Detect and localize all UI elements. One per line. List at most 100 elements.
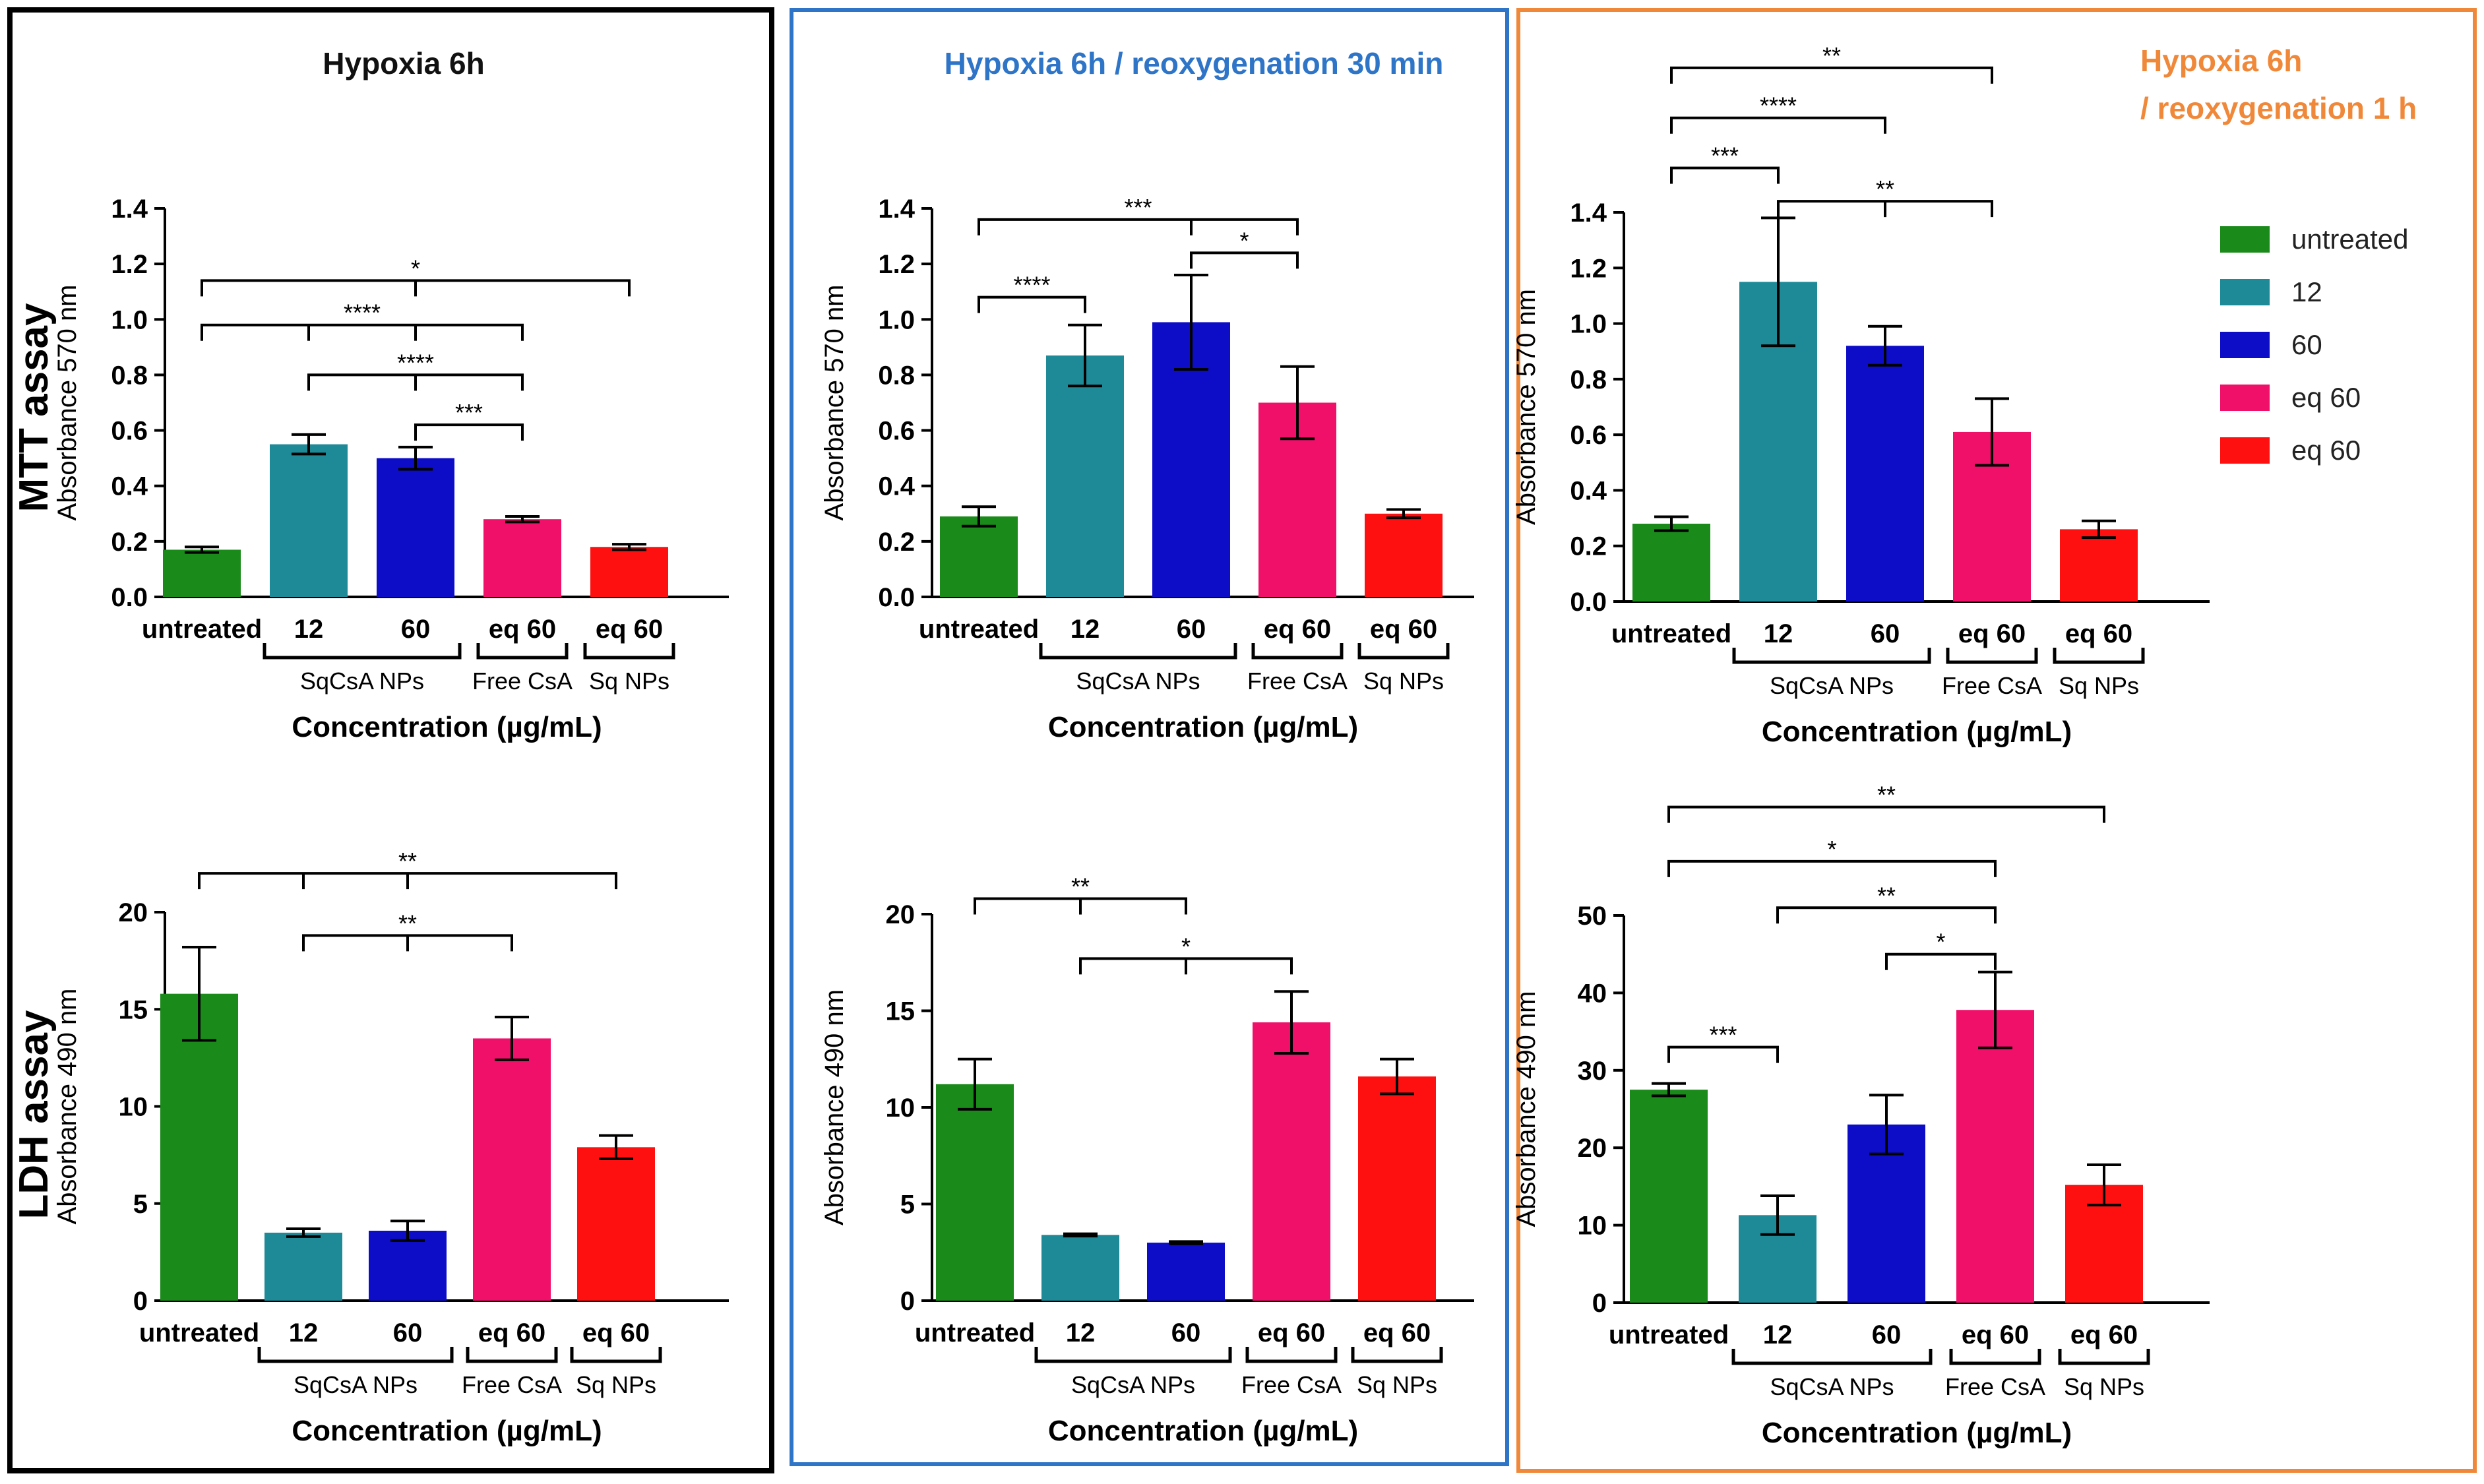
group-bracket: [1357, 643, 1450, 660]
significance-bracket: [1670, 116, 1886, 134]
y-tick-label: 0.2: [111, 528, 148, 557]
y-tick-label: 0.6: [1570, 421, 1607, 450]
group-bracket: [466, 1347, 558, 1363]
y-tick-label: 1.2: [1570, 254, 1607, 283]
group-label: Free CsA: [1241, 1371, 1342, 1398]
bar: [2060, 529, 2138, 602]
group-label: Sq NPs: [589, 667, 669, 695]
group-label: Free CsA: [462, 1371, 562, 1398]
panel-title: Hypoxia 6h / reoxygenation 30 min: [945, 46, 1444, 80]
y-tick-label: 5: [900, 1190, 915, 1220]
x-axis-label: Concentration (µg/mL): [1762, 1417, 2072, 1449]
bar: [483, 519, 561, 597]
group-bracket: [476, 643, 569, 660]
x-axis-label: Concentration (µg/mL): [292, 1415, 602, 1447]
x-tick-label: eq 60: [1962, 1320, 2029, 1349]
bar: [1253, 1022, 1330, 1301]
group-label: Free CsA: [472, 667, 573, 695]
legend-label: 60: [2291, 329, 2322, 360]
group-label: SqCsA NPs: [300, 667, 424, 695]
bar: [1630, 1090, 1708, 1303]
chart-4: 0 5 10 15 20 Absorbance 490 nm untreated 12 60 eq…: [820, 873, 1474, 1447]
group-bracket: [1034, 1347, 1232, 1363]
y-tick-label: 0.4: [878, 472, 915, 501]
significance-label: *: [1239, 227, 1249, 254]
group-bracket: [257, 1347, 454, 1363]
group-label: SqCsA NPs: [1076, 667, 1200, 695]
y-tick-label: 15: [886, 997, 916, 1026]
row-label-ldh: LDH assay: [11, 1010, 57, 1220]
significance-bracket: [414, 423, 524, 441]
panel-title: Hypoxia 6h: [323, 46, 484, 80]
group-bracket: [263, 643, 462, 660]
x-tick-label: eq 60: [2065, 619, 2132, 648]
group-bracket: [1946, 648, 2038, 664]
legend-swatch: [2220, 385, 2270, 411]
x-tick-label: eq 60: [478, 1318, 545, 1347]
x-tick-label: eq 60: [1264, 615, 1331, 644]
significance-bracket: [1885, 952, 1997, 970]
panel-frame: [790, 8, 1509, 1466]
bar: [1046, 355, 1124, 597]
group-label: Sq NPs: [576, 1371, 656, 1398]
x-tick-label: 60: [1177, 615, 1206, 644]
x-tick-label: 12: [1764, 619, 1793, 648]
x-axis-label: Concentration (µg/mL): [1762, 716, 2072, 748]
x-tick-label: untreated: [919, 615, 1039, 644]
y-tick-label: 0.0: [878, 583, 915, 612]
y-tick-label: 1.4: [111, 195, 148, 224]
bar: [163, 549, 241, 597]
group-label: SqCsA NPs: [1770, 672, 1894, 699]
y-tick-label: 5: [133, 1190, 148, 1219]
significance-bracket: [1670, 66, 1993, 84]
significance-label: ***: [455, 399, 483, 426]
x-axis-label: Concentration (µg/mL): [1048, 1415, 1358, 1447]
significance-bracket: [1670, 166, 1780, 184]
x-tick-label: untreated: [1609, 1320, 1729, 1349]
chart-0: 0.0 0.2 0.4 0.6 0.8 1.0 1.2 1.4 Absorbance 570 n…: [53, 195, 729, 743]
significance-label: **: [1877, 882, 1896, 909]
y-tick-label: 10: [1578, 1212, 1607, 1241]
group-bracket: [1949, 1349, 2041, 1365]
x-tick-label: 12: [289, 1318, 319, 1347]
y-tick-label: 0.0: [1570, 588, 1607, 617]
significance-bracket: [1667, 1045, 1779, 1063]
group-label: Free CsA: [1945, 1373, 2045, 1400]
y-tick-label: 0.4: [111, 472, 148, 501]
bar: [369, 1230, 447, 1301]
significance-label: ****: [1760, 92, 1797, 119]
y-tick-label: 0.8: [878, 361, 915, 390]
x-tick-label: eq 60: [1958, 619, 2026, 648]
y-tick-label: 40: [1578, 979, 1607, 1008]
significance-bracket: [978, 218, 1299, 235]
significance-bracket: [978, 295, 1086, 313]
y-tick-label: 0.2: [878, 528, 915, 557]
bar: [264, 1232, 342, 1301]
y-tick-label: 0.6: [878, 417, 915, 446]
group-label: Free CsA: [1247, 667, 1348, 695]
x-tick-label: 12: [294, 615, 324, 644]
x-tick-label: untreated: [915, 1318, 1035, 1347]
group-label: SqCsA NPs: [1071, 1371, 1195, 1398]
panel-title-line: / reoxygenation 1 h: [2140, 91, 2417, 125]
x-tick-label: eq 60: [1258, 1318, 1325, 1347]
y-tick-label: 0.4: [1570, 476, 1607, 505]
legend-label: eq 60: [2291, 382, 2361, 413]
bar: [1846, 346, 1924, 602]
chart-3: 0 5 10 15 20 Absorbance 490 nm untreated 12 60 eq…: [53, 848, 729, 1447]
y-tick-label: 15: [119, 995, 148, 1024]
y-tick-label: 0: [1592, 1289, 1607, 1318]
y-tick-label: 50: [1578, 902, 1607, 931]
significance-label: **: [1876, 175, 1894, 202]
legend-label: 12: [2291, 276, 2322, 307]
significance-label: ****: [1013, 272, 1050, 299]
bar: [1358, 1076, 1436, 1301]
group-bracket: [1251, 643, 1344, 660]
bar: [940, 516, 1018, 597]
chart-5: 0 10 20 30 40 50 Absorbance 490 nm untreated 12 6…: [1512, 782, 2210, 1449]
x-tick-label: eq 60: [489, 615, 556, 644]
bar: [1956, 1010, 2034, 1303]
y-axis-label: Absorbance 570 nm: [53, 284, 82, 520]
group-bracket: [1732, 648, 1931, 664]
group-bracket: [1039, 643, 1237, 660]
